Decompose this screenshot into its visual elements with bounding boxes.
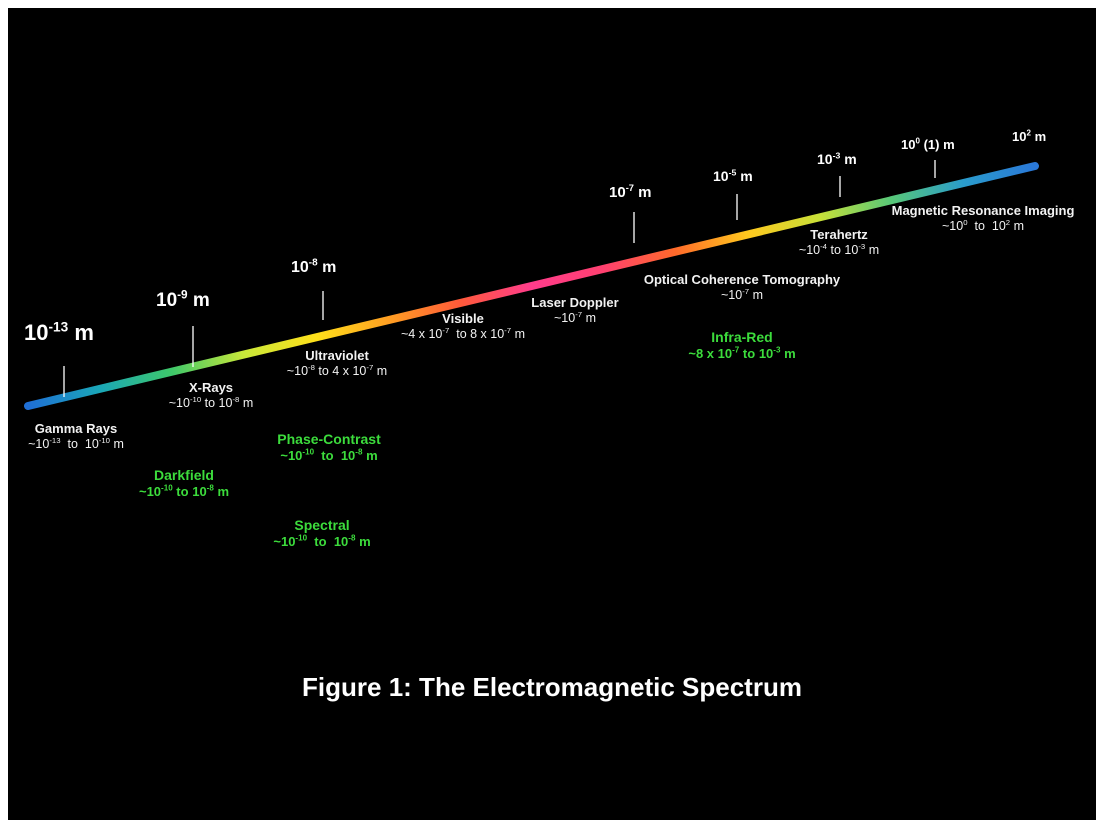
region-name: Visible	[442, 311, 484, 326]
region-range: ~10-13 to 10-10 m	[28, 435, 124, 451]
tick-label-1e2: 102 m	[1012, 128, 1047, 144]
technique-range: ~10-10 to 10-8 m	[273, 533, 371, 549]
tick-label-1e-9: 10-9 m	[156, 288, 210, 311]
technique-oct: Optical Coherence Tomography ~10-7 m	[644, 272, 840, 302]
region-range: ~100 to 102 m	[941, 217, 1024, 233]
tick-label-1e-5: 10-5 m	[713, 167, 753, 184]
technique-range: ~10-7 m	[553, 309, 597, 325]
technique-range: ~10-7 m	[720, 286, 764, 302]
region-gamma-rays: Gamma Rays ~10-13 to 10-10 m	[28, 421, 124, 451]
region-name: Ultraviolet	[305, 348, 369, 363]
region-range: ~4 x 10-7 to 8 x 10-7 m	[400, 325, 526, 341]
tick-label-1e-7: 10-7 m	[609, 183, 652, 201]
technique-name: Optical Coherence Tomography	[643, 272, 841, 287]
technique-spectral: Spectral ~10-10 to 10-8 m	[273, 517, 370, 549]
region-visible: Visible ~4 x 10-7 to 8 x 10-7 m	[401, 311, 525, 341]
technique-name: Infra-Red	[711, 329, 773, 345]
technique-name: Spectral	[294, 517, 350, 533]
tick-label-1e-8: 10-8 m	[291, 257, 337, 276]
tick-label-1e0: 100 (1) m	[901, 136, 955, 152]
technique-name: Laser Doppler	[531, 295, 619, 310]
region-range: ~10-10 to 10-8 m	[168, 394, 254, 410]
region-range: ~10-4 to 10-3 m	[798, 241, 880, 257]
technique-phase-contrast: Phase-Contrast ~10-10 to 10-8 m	[277, 431, 380, 463]
technique-darkfield: Darkfield ~10-10 to 10-8 m	[139, 467, 229, 499]
tick-label-1e-13: 10-13 m	[24, 319, 94, 345]
region-terahertz: Terahertz ~10-4 to 10-3 m	[799, 227, 879, 257]
region-range: ~10-8 to 4 x 10-7 m	[286, 362, 388, 378]
spectrum-band	[24, 162, 1039, 410]
technique-range: ~10-10 to 10-8 m	[280, 447, 378, 463]
technique-laser-doppler: Laser Doppler ~10-7 m	[531, 295, 618, 325]
region-name: Gamma Rays	[34, 421, 118, 436]
region-ultraviolet: Ultraviolet ~10-8 to 4 x 10-7 m	[287, 348, 387, 378]
technique-name: Darkfield	[154, 467, 214, 483]
technique-range: ~10-10 to 10-8 m	[138, 483, 230, 499]
spectrum-diagram	[24, 160, 1039, 410]
technique-name: Phase-Contrast	[277, 431, 381, 447]
technique-infra-red: Infra-Red ~8 x 10-7 to 10-3 m	[688, 329, 795, 361]
tick-label-1e-3: 10-3 m	[817, 150, 857, 167]
region-name: Terahertz	[810, 227, 868, 242]
region-x-rays: X-Rays ~10-10 to 10-8 m	[169, 380, 254, 410]
region-name: Magnetic Resonance Imaging	[891, 203, 1075, 218]
technique-range: ~8 x 10-7 to 10-3 m	[688, 345, 796, 361]
region-mri: Magnetic Resonance Imaging ~100 to 102 m	[892, 203, 1075, 233]
figure-caption: Figure 1: The Electromagnetic Spectrum	[302, 672, 802, 702]
region-name: X-Rays	[188, 380, 234, 395]
spectrum-slide: 10-13 m 10-9 m 10-8 m 10-7 m 10-5 m 10-3…	[8, 8, 1096, 820]
